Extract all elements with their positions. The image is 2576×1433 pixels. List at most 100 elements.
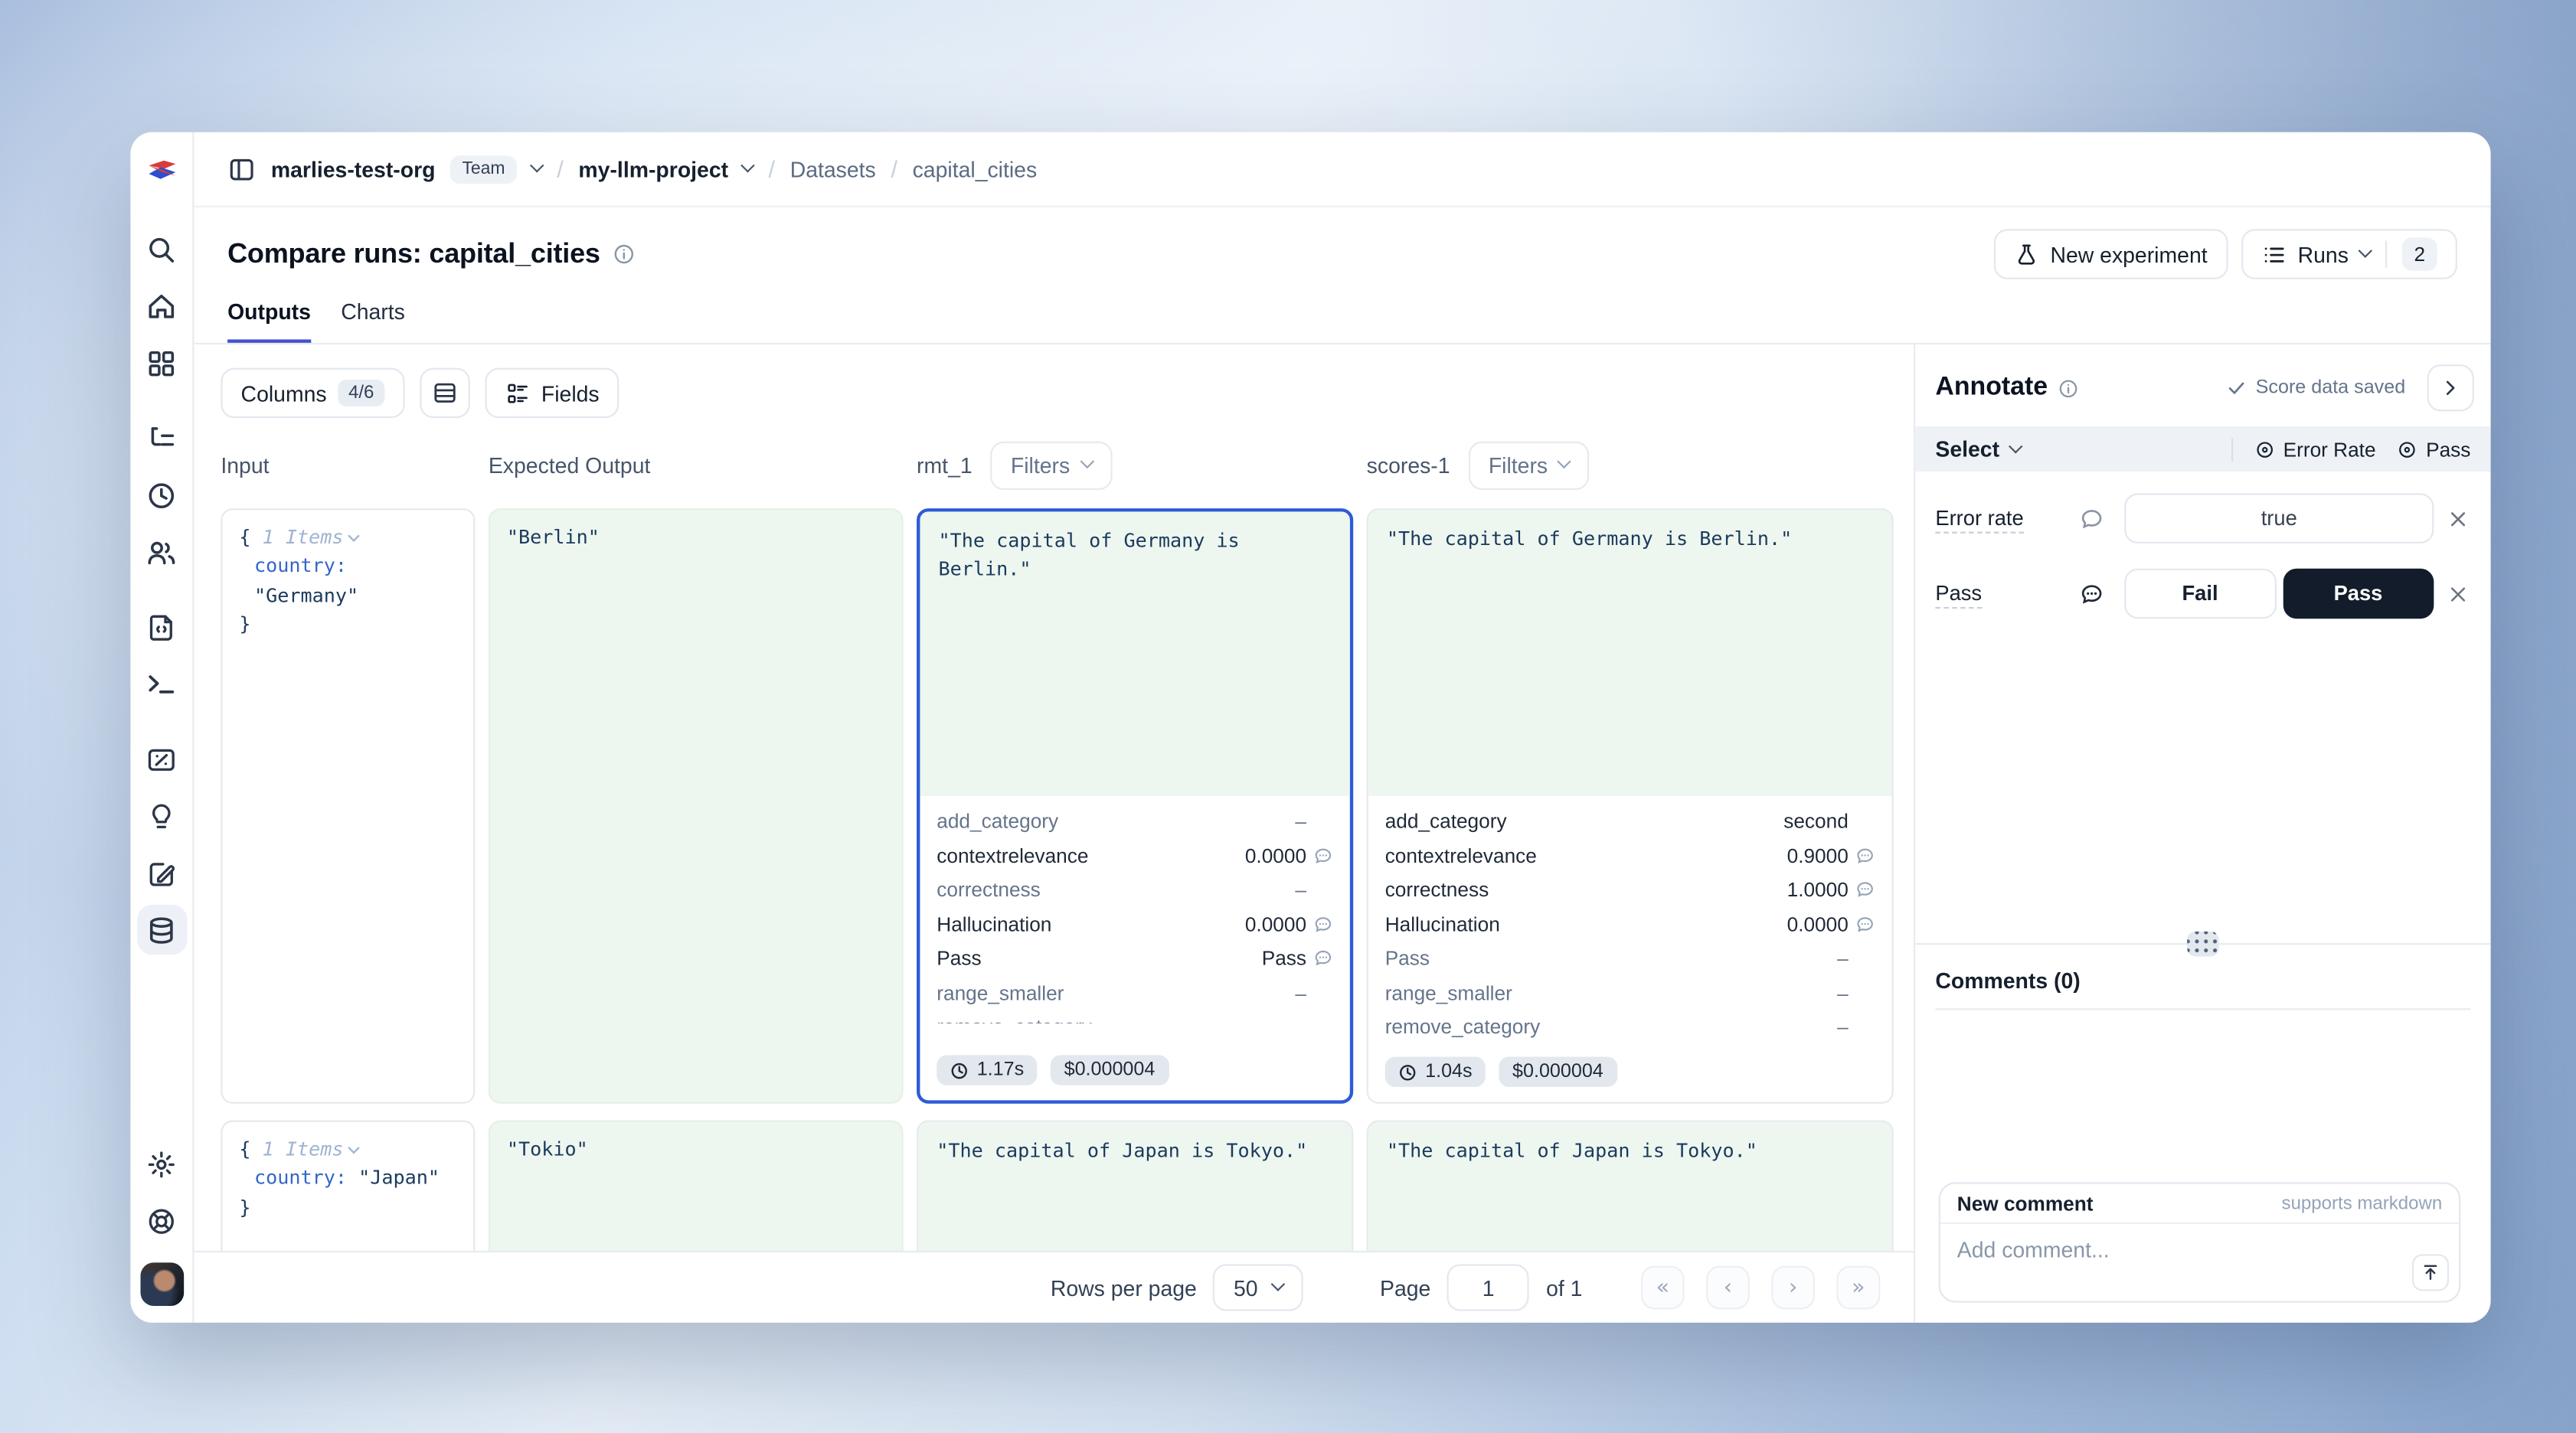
fail-button[interactable]: Fail xyxy=(2124,568,2276,619)
comments-header: Comments (0) xyxy=(1935,968,2471,1010)
breadcrumb-datasets[interactable]: Datasets xyxy=(789,156,876,182)
run1-output-cell-selected[interactable]: "The capital of Germany is Berlin." add_… xyxy=(917,508,1354,1104)
breadcrumb-dataset-name[interactable]: capital_cities xyxy=(912,156,1038,182)
score-config-bar: Select Error Rate Pass xyxy=(1915,426,2491,472)
user-avatar[interactable] xyxy=(139,1262,184,1307)
new-experiment-button[interactable]: New experiment xyxy=(1993,229,2228,279)
score-name: Hallucination xyxy=(937,912,1052,936)
json-items-label[interactable]: 1 Items xyxy=(262,1137,344,1160)
prev-page-button[interactable]: ‹ xyxy=(1706,1265,1750,1310)
error-rate-value-input[interactable]: true xyxy=(2124,493,2434,543)
chevron-down-icon xyxy=(1079,454,1094,469)
breadcrumb-separator: / xyxy=(891,155,897,183)
score-value: 0.9000 xyxy=(1787,844,1849,868)
comment-bubble-icon[interactable] xyxy=(1306,948,1333,968)
submit-comment-button[interactable] xyxy=(2411,1254,2449,1291)
panel-divider xyxy=(1915,931,2491,957)
score-value: – xyxy=(1837,946,1849,971)
col-header-expected: Expected Output xyxy=(488,452,651,478)
run1-filters-button[interactable]: Filters xyxy=(990,440,1112,489)
config-chip-error-rate[interactable]: Error Rate xyxy=(2254,437,2376,461)
comment-bubble-icon[interactable] xyxy=(1849,846,1875,866)
run-output-text: "The capital of Japan is Tokyo." xyxy=(918,1121,1352,1251)
settings-gear-icon[interactable] xyxy=(136,1139,187,1190)
playground-terminal-icon[interactable] xyxy=(136,659,187,710)
clear-score-icon[interactable] xyxy=(2437,508,2477,529)
fields-button[interactable]: Fields xyxy=(484,367,619,419)
json-items-label[interactable]: 1 Items xyxy=(262,524,344,549)
clear-score-icon[interactable] xyxy=(2437,583,2477,604)
next-page-button[interactable]: › xyxy=(1771,1265,1816,1310)
score-row: add_category second xyxy=(1385,805,1875,839)
insights-lightbulb-icon[interactable] xyxy=(136,791,187,841)
tab-outputs[interactable]: Outputs xyxy=(227,299,311,343)
evaluation-percent-icon[interactable] xyxy=(136,734,187,785)
sidebar-toggle-icon[interactable] xyxy=(227,155,256,183)
search-icon[interactable] xyxy=(136,224,187,275)
collapse-panel-button[interactable] xyxy=(2427,364,2474,412)
columns-button[interactable]: Columns 4/6 xyxy=(221,367,404,419)
score-circle-icon xyxy=(2399,441,2416,457)
comment-bubble-icon[interactable] xyxy=(1849,880,1875,900)
score-circle-icon xyxy=(2257,441,2273,457)
score-row: range_smaller – xyxy=(937,976,1333,1010)
home-icon[interactable] xyxy=(136,281,187,331)
score-row: correctness 1.0000 xyxy=(1385,873,1875,907)
chevron-down-icon[interactable] xyxy=(529,158,544,173)
last-page-button[interactable]: » xyxy=(1836,1265,1881,1310)
input-cell: { 1 Items country: "Japan" } xyxy=(221,1120,476,1251)
score-name: Pass xyxy=(1384,946,1430,971)
filters-label: Filters xyxy=(1010,452,1071,478)
annotate-score-row: Pass Fail Pass xyxy=(1935,568,2477,619)
breadcrumb-separator: / xyxy=(557,155,564,183)
tab-charts[interactable]: Charts xyxy=(341,299,405,325)
comment-bubble-icon[interactable] xyxy=(2079,506,2119,531)
breadcrumb-separator: / xyxy=(768,155,776,183)
comment-bubble-icon[interactable] xyxy=(2079,581,2119,606)
run2-filters-button[interactable]: Filters xyxy=(1468,440,1590,489)
support-lifebuoy-icon[interactable] xyxy=(136,1196,187,1246)
first-page-button[interactable]: « xyxy=(1640,1265,1685,1310)
latency-chip: 1.17s xyxy=(937,1055,1038,1085)
score-name: range_smaller xyxy=(937,981,1064,1005)
pass-button-active[interactable]: Pass xyxy=(2282,568,2434,619)
annotation-queues-icon[interactable] xyxy=(136,848,187,899)
chevron-down-icon[interactable] xyxy=(741,158,756,173)
info-icon[interactable] xyxy=(612,243,636,266)
breadcrumb-org[interactable]: marlies-test-org xyxy=(270,156,436,182)
page-number-input[interactable]: 1 xyxy=(1447,1264,1530,1311)
tracing-icon[interactable] xyxy=(136,413,187,464)
annotate-title: Annotate xyxy=(1935,373,2048,402)
breadcrumb-project[interactable]: my-llm-project xyxy=(578,156,729,182)
new-experiment-label: New experiment xyxy=(2050,241,2208,267)
prompts-file-icon[interactable] xyxy=(136,602,187,652)
info-icon[interactable] xyxy=(2058,377,2079,399)
rows-per-page-select[interactable]: 50 xyxy=(1213,1264,1303,1311)
row-height-icon[interactable] xyxy=(419,367,469,419)
config-chip-pass[interactable]: Pass xyxy=(2398,437,2470,461)
resize-drag-handle[interactable] xyxy=(2187,931,2219,957)
langfuse-logo xyxy=(148,160,175,179)
sessions-clock-icon[interactable] xyxy=(136,470,187,521)
app-window: marlies-test-org Team / my-llm-project /… xyxy=(130,132,2491,1323)
comment-bubble-icon[interactable] xyxy=(1306,914,1333,934)
comment-textarea[interactable]: Add comment... xyxy=(1940,1224,2459,1301)
run-output-text: "The capital of Germany is Berlin." xyxy=(920,511,1350,796)
score-name: remove_category xyxy=(937,1015,1295,1023)
input-cell: { 1 Items country: "Germany" } xyxy=(221,508,476,1104)
comment-bubble-icon[interactable] xyxy=(1849,914,1875,934)
run1-output-cell[interactable]: "The capital of Japan is Tokyo." xyxy=(917,1120,1354,1251)
users-icon[interactable] xyxy=(136,527,187,577)
datasets-database-icon[interactable] xyxy=(136,904,187,955)
run2-output-cell[interactable]: "The capital of Japan is Tokyo." xyxy=(1366,1120,1894,1251)
score-value: 1.0000 xyxy=(1787,878,1849,902)
table-row: { 1 Items country: "Germany" } "Berlin" … xyxy=(194,508,1914,1104)
breadcrumb-bar: marlies-test-org Team / my-llm-project /… xyxy=(194,132,2491,207)
col-header-run1: rmt_1 xyxy=(917,452,973,478)
select-config-dropdown[interactable]: Select xyxy=(1935,436,2024,462)
comment-bubble-icon[interactable] xyxy=(1306,846,1333,866)
dashboard-icon[interactable] xyxy=(136,338,187,388)
org-plan-badge: Team xyxy=(450,155,517,184)
run2-output-cell[interactable]: "The capital of Germany is Berlin." add_… xyxy=(1366,508,1894,1104)
runs-button[interactable]: Runs 2 xyxy=(2241,229,2457,279)
